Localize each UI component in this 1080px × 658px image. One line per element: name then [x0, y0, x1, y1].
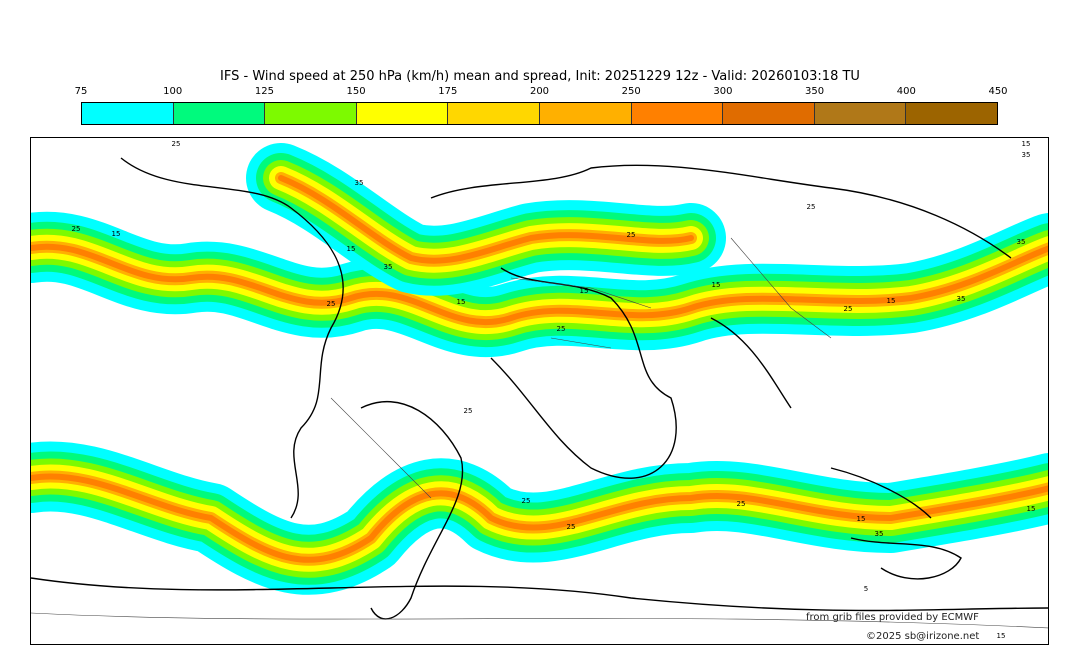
colorbar-tick: 200 [529, 86, 550, 97]
contour-label: 15 [997, 632, 1006, 640]
contour-label: 25 [627, 231, 636, 239]
colorbar-tick: 250 [621, 86, 641, 97]
contour-label: 15 [1027, 505, 1036, 513]
contour-label: 25 [807, 203, 816, 211]
colorbar-tick: 125 [254, 86, 274, 97]
contour-label: 25 [844, 305, 853, 313]
contour-label: 25 [557, 325, 566, 333]
colorbar-bin [723, 103, 815, 124]
colorbar-bin [448, 103, 540, 124]
colorbar-bin [906, 103, 997, 124]
contour-label: 35 [1022, 151, 1031, 159]
colorbar-bin [82, 103, 174, 124]
colorbar-tick: 400 [896, 86, 916, 97]
colorbar-tick: 175 [438, 86, 458, 97]
contour-label: 25 [522, 497, 531, 505]
country-borders [31, 237, 1048, 629]
colorbar-bin [814, 103, 907, 124]
colorbar-tick: 100 [163, 86, 183, 97]
contour-label: 35 [355, 179, 364, 187]
chart-title: IFS - Wind speed at 250 hPa (km/h) mean … [220, 69, 860, 84]
contour-label: 35 [875, 530, 884, 538]
colorbar-bin [265, 103, 357, 124]
contour-label: 35 [957, 295, 966, 303]
colorbar-tick: 75 [74, 86, 88, 97]
colorbar-bin [173, 103, 266, 124]
contour-label: 15 [347, 245, 356, 253]
contour-label: 25 [327, 300, 336, 308]
contour-labels: 25 15 35 25 15 35 25 25 35 15 35 15 25 15 25 15 25 15 35 25… [72, 140, 1036, 640]
colorbar [81, 102, 998, 125]
contour-label: 35 [384, 263, 393, 271]
contour-label: 15 [857, 515, 866, 523]
contour-label: 15 [1022, 140, 1031, 148]
contour-label: 15 [712, 281, 721, 289]
jet-stream-band [31, 243, 1048, 326]
contour-label: 5 [864, 585, 868, 593]
colorbar-tick: 350 [805, 86, 825, 97]
contour-label: 25 [172, 140, 181, 148]
copyright-credit: ©2025 sb@irizone.net [866, 631, 980, 642]
contour-label: 25 [72, 225, 81, 233]
wind-speed-map: 25 15 35 25 15 35 25 25 35 15 35 15 25 15 25 15 25 15 35 25… [30, 137, 1049, 645]
contour-label: 25 [464, 407, 473, 415]
colorbar-bin [631, 103, 724, 124]
contour-label: 15 [580, 287, 589, 295]
contour-label: 15 [457, 298, 466, 306]
contour-label: 25 [567, 523, 576, 531]
contour-label: 15 [112, 230, 121, 238]
map-svg: 25 15 35 25 15 35 25 25 35 15 35 15 25 15 25 15 25 15 35 25… [31, 140, 1048, 640]
colorbar-tick: 150 [346, 86, 366, 97]
contour-label: 15 [887, 297, 896, 305]
jet-stream-band [31, 473, 1048, 563]
contour-label: 25 [737, 500, 746, 508]
data-source-credit: from grib files provided by ECMWF [806, 612, 979, 623]
colorbar-tick: 450 [988, 86, 1008, 97]
jet-stream-fill [31, 143, 1048, 595]
colorbar-bin [356, 103, 449, 124]
colorbar-tick: 300 [713, 86, 733, 97]
colorbar-bin [539, 103, 632, 124]
coastlines [31, 157, 1048, 620]
jet-stream-band [278, 175, 694, 264]
contour-label: 35 [1017, 238, 1026, 246]
